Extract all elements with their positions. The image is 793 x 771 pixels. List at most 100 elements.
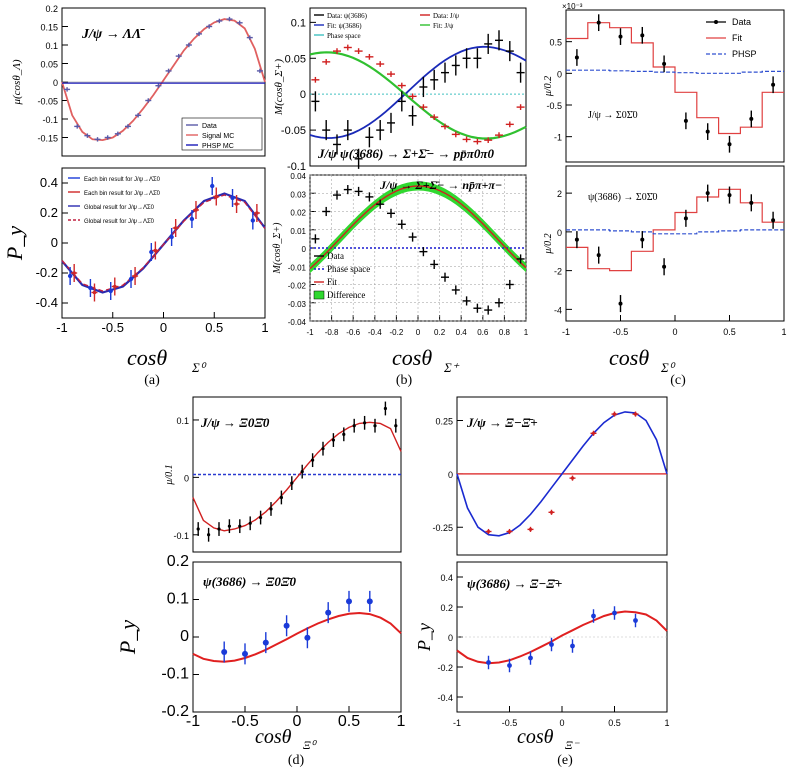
x-tick-label: 0 xyxy=(559,718,564,728)
chart-c-top: -1 -0.5 0 0.5 μ/0.2 ×10⁻³ J/ψ → Σ0Σ̄0 Data Fit PH… xyxy=(543,2,784,162)
data-point xyxy=(107,137,109,139)
y-tick-label: 0 xyxy=(184,473,189,483)
y-tick-label: 0.2 xyxy=(45,4,58,14)
y-tick-label: -2 xyxy=(554,267,562,277)
y-axis-label: P_y xyxy=(414,623,434,652)
data-point-psi3686 xyxy=(455,65,457,67)
data-point xyxy=(353,424,356,427)
legend-entry: Signal MC xyxy=(202,133,234,140)
y-tick-label: 0.1 xyxy=(167,591,189,608)
y-tick-label: 0.03 xyxy=(290,190,306,199)
data-point-psi3686 xyxy=(433,79,435,81)
data-point xyxy=(619,35,623,39)
data-point-jpsi xyxy=(379,63,381,65)
y-tick-label: 0.4 xyxy=(40,175,58,190)
x-tick-label: 0 xyxy=(160,320,167,335)
data-point xyxy=(321,447,324,450)
data-point xyxy=(592,432,595,435)
chart-title: ψ(3686) → Ξ0Ξ̄0 xyxy=(203,574,296,589)
x-tick-label: 1 xyxy=(397,713,406,730)
y-tick-label: 2 xyxy=(557,189,562,199)
data-point xyxy=(325,211,327,213)
legend-entry: Fit: ψ(3686) xyxy=(327,22,362,30)
chart-e-top: -0.2500.25 J/ψ → Ξ−Ξ̄+ xyxy=(432,397,667,555)
data-point xyxy=(444,276,446,278)
data-point xyxy=(575,56,579,60)
chart-d-bottom: -0.2-0.100.10.2-1 -0.5 0 0.5 1P_yψ(3686) → Ξ… xyxy=(115,553,406,752)
data-point-jpsi xyxy=(412,96,414,98)
x-tick-label: 0 xyxy=(672,327,677,337)
y-tick-label: 0.05 xyxy=(40,60,58,70)
data-point xyxy=(486,660,491,665)
chart-d-top: -0.1 0 0.1 μ/0.1 J/ψ → Ξ0Ξ̄0 xyxy=(164,397,401,552)
chart-title: J/ψ → Ξ−Ξ̄+ xyxy=(466,415,538,430)
chart-a-top: -0.15 -0.1 -0.05 0 0.05 0.1 0.15 0.2 J/ψ → ΛΛ̄ μ(… xyxy=(11,4,265,156)
data-point-red xyxy=(154,249,158,253)
chart-a-bottom: -0.4-0.200.20.4-1 -0.5 0 0.5 1P_ycosθ Σ⁰Each … xyxy=(2,168,269,375)
data-point xyxy=(168,70,170,72)
data-point xyxy=(290,482,293,485)
data-point xyxy=(238,525,241,528)
data-point xyxy=(221,649,227,655)
data-point xyxy=(311,459,314,462)
x-axis-label: cosθ xyxy=(127,345,167,370)
y-tick-label: -0.4 xyxy=(437,693,453,703)
data-point xyxy=(239,22,241,24)
legend-entry: PHSP xyxy=(732,49,757,59)
data-point xyxy=(749,201,753,205)
data-point xyxy=(550,511,553,514)
data-point xyxy=(575,238,579,242)
y-tick-label: 0 xyxy=(180,628,189,645)
data-point xyxy=(466,300,468,302)
x-tick-label: -0.2 xyxy=(390,328,404,337)
y-tick-label: 0.05 xyxy=(285,53,306,65)
y-tick-label: 0 xyxy=(302,245,307,254)
y-tick-label: 0.1 xyxy=(176,416,189,426)
data-point xyxy=(571,477,574,480)
data-point-psi3686 xyxy=(390,122,392,124)
data-point-psi3686 xyxy=(401,101,403,103)
data-point-red xyxy=(214,195,218,199)
data-point xyxy=(597,253,601,257)
data-point xyxy=(520,258,522,260)
y-tick-label: -0.5 xyxy=(546,101,562,111)
figure-label: (e) xyxy=(557,753,573,768)
y-axis-label: μ/0.2 xyxy=(543,76,554,97)
data-point-psi3686 xyxy=(444,72,446,74)
plot-frame xyxy=(566,166,784,321)
data-point xyxy=(284,623,290,629)
chart-title: ψ(3686) → Σ0Σ̄0 xyxy=(588,192,658,203)
data-point xyxy=(229,18,231,20)
data-point xyxy=(613,412,616,415)
x-axis-label: cosθ xyxy=(392,345,432,370)
data-point xyxy=(487,530,490,533)
data-point-blue xyxy=(230,196,234,200)
y-tick-label: -0.4 xyxy=(36,295,58,310)
legend-entry: Data: J/ψ xyxy=(433,12,460,20)
y-tick-label: -0.15 xyxy=(37,134,58,144)
data-point xyxy=(612,611,617,616)
y-tick-label: 0.15 xyxy=(40,23,58,33)
data-point xyxy=(662,62,666,66)
data-point xyxy=(249,37,251,39)
data-point xyxy=(263,640,269,646)
legend-entry: Fit xyxy=(732,33,742,43)
data-point xyxy=(208,26,210,28)
figure: -0.15-0.1-0.0500.050.10.150.2J/ψ → ΛΛ̄μ(… xyxy=(0,0,793,771)
data-point xyxy=(591,614,596,619)
x-tick-label: 0 xyxy=(293,713,302,730)
data-point xyxy=(137,115,139,117)
data-point xyxy=(147,100,149,102)
data-point xyxy=(249,522,252,525)
x-tick-label: 0.6 xyxy=(477,328,489,337)
data-point-psi3686 xyxy=(466,57,468,59)
data-point xyxy=(640,238,644,242)
y-tick-label: 0.01 xyxy=(290,227,306,236)
legend-entry: Difference xyxy=(327,290,365,300)
y-tick-label: 0 xyxy=(53,78,58,88)
x-tick-label: 1 xyxy=(261,320,268,335)
y-tick-label: 0.2 xyxy=(167,553,189,570)
y-axis-label: μ/0.1 xyxy=(164,464,175,485)
chart-title: J/ψ → Σ+Σ̄− → np̄π+π− xyxy=(379,178,502,192)
legend-entry: Each bin result for J/ψ→Λ̄Σ0 xyxy=(84,177,161,183)
